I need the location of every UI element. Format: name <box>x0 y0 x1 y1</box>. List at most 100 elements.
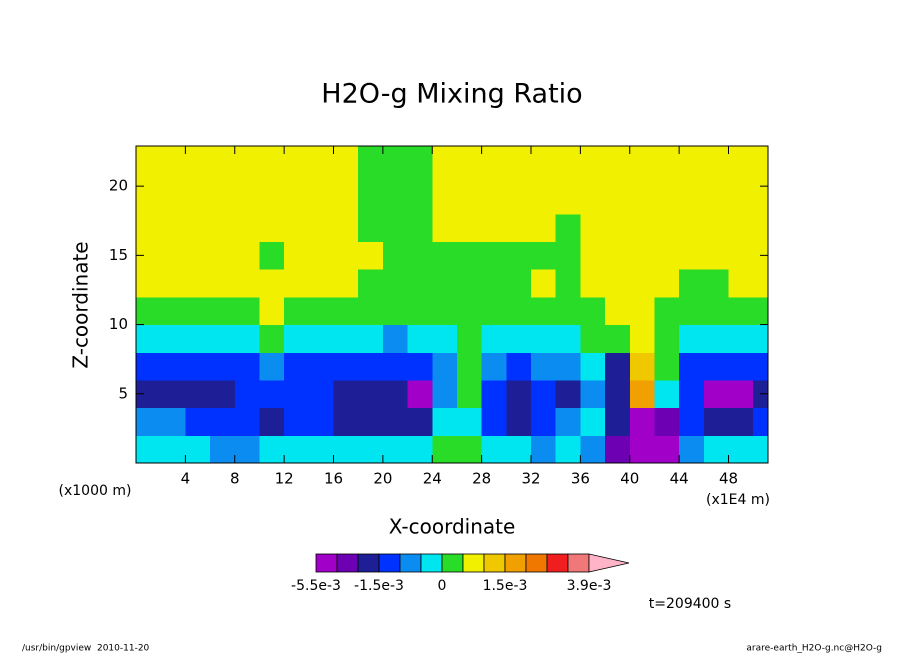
contour-cell <box>605 296 631 326</box>
contour-cell <box>555 269 581 298</box>
contour-cell <box>728 296 754 326</box>
y-axis-label: Z-coordinate <box>69 241 93 368</box>
contour-cell <box>210 146 236 159</box>
contour-cell <box>185 269 211 298</box>
contour-cell <box>531 296 557 326</box>
contour-cell <box>308 269 334 298</box>
contour-cell <box>605 435 631 464</box>
contour-cell <box>432 435 458 464</box>
contour-cell <box>703 407 729 436</box>
colorbar-segment <box>315 553 338 573</box>
contour-cell <box>136 213 162 243</box>
contour-cell <box>136 324 162 353</box>
contour-cell <box>407 213 433 243</box>
contour-cell <box>654 146 680 159</box>
contour-cell <box>580 435 606 464</box>
colorbar-segment <box>525 553 548 573</box>
colorbar-segment <box>420 553 443 573</box>
contour-cell <box>210 352 236 381</box>
contour-cell <box>629 186 655 215</box>
y-tick-label: 15 <box>109 246 128 264</box>
colorbar-segment <box>357 553 380 573</box>
contour-cell <box>753 407 769 436</box>
contour-cell <box>136 269 162 298</box>
plot-frame <box>135 145 769 464</box>
contour-cell <box>703 241 729 270</box>
contour-cell <box>531 213 557 243</box>
contour-cell <box>210 269 236 298</box>
contour-cell <box>185 158 211 187</box>
colorbar-extension <box>588 553 630 573</box>
contour-cell <box>160 241 186 270</box>
y-tick-label: 5 <box>118 384 128 402</box>
contour-cell <box>259 146 285 159</box>
contour-cell <box>555 352 581 381</box>
contour-cell <box>605 352 631 381</box>
contour-cell <box>580 241 606 270</box>
contour-cell <box>555 158 581 187</box>
contour-cell <box>234 435 260 464</box>
contour-cell <box>358 146 384 159</box>
contour-cell <box>210 379 236 409</box>
contour-cell <box>506 241 532 270</box>
contour-cell <box>382 379 409 409</box>
contour-cell <box>432 296 458 326</box>
contour-cell <box>531 352 557 381</box>
contour-cell <box>160 324 186 353</box>
contour-cell <box>333 296 359 326</box>
contour-cell <box>284 213 310 243</box>
contour-cell <box>580 158 606 187</box>
contour-cell <box>605 269 631 298</box>
contour-cell <box>531 158 557 187</box>
contour-cell <box>308 186 334 215</box>
contour-cell <box>382 146 409 159</box>
x-tick-label: 44 <box>670 470 689 488</box>
contour-cell <box>382 324 409 353</box>
contour-cell <box>259 158 285 187</box>
contour-cell <box>234 324 260 353</box>
x-tick-label: 8 <box>230 470 240 488</box>
contour-cell <box>284 146 310 159</box>
contour-cell <box>629 407 655 436</box>
contour-cell <box>605 158 631 187</box>
contour-cell <box>185 352 211 381</box>
contour-cell <box>234 241 260 270</box>
contour-cell <box>481 324 507 353</box>
contour-cell <box>456 324 483 353</box>
contour-cell <box>629 352 655 381</box>
x-tick-label: 4 <box>181 470 191 488</box>
contour-cell <box>358 407 384 436</box>
contour-cell <box>160 269 186 298</box>
contour-cell <box>259 186 285 215</box>
contour-cell <box>210 324 236 353</box>
contour-cell <box>679 146 705 159</box>
contour-cell <box>728 269 754 298</box>
contour-cell <box>210 241 236 270</box>
contour-cell <box>234 146 260 159</box>
colorbar-tick-label: -5.5e-3 <box>291 578 341 594</box>
contour-cell <box>728 241 754 270</box>
contour-cell <box>605 379 631 409</box>
contour-cell <box>407 324 433 353</box>
contour-cell <box>456 269 483 298</box>
contour-cell <box>481 296 507 326</box>
contour-cell <box>284 324 310 353</box>
contour-cell <box>679 213 705 243</box>
contour-cell <box>136 352 162 381</box>
colorbar-tick-label: 1.5e-3 <box>483 578 528 594</box>
contour-cell <box>506 269 532 298</box>
contour-cell <box>407 435 433 464</box>
contour-cell <box>555 435 581 464</box>
contour-cell <box>580 324 606 353</box>
contour-cell <box>654 269 680 298</box>
contour-cell <box>728 352 754 381</box>
contour-cell <box>580 269 606 298</box>
contour-cell <box>679 435 705 464</box>
contour-cell <box>481 435 507 464</box>
x-tick-label: 40 <box>620 470 639 488</box>
contour-cell <box>506 379 532 409</box>
contour-cell <box>654 241 680 270</box>
contour-cell <box>333 435 359 464</box>
contour-cell <box>432 407 458 436</box>
